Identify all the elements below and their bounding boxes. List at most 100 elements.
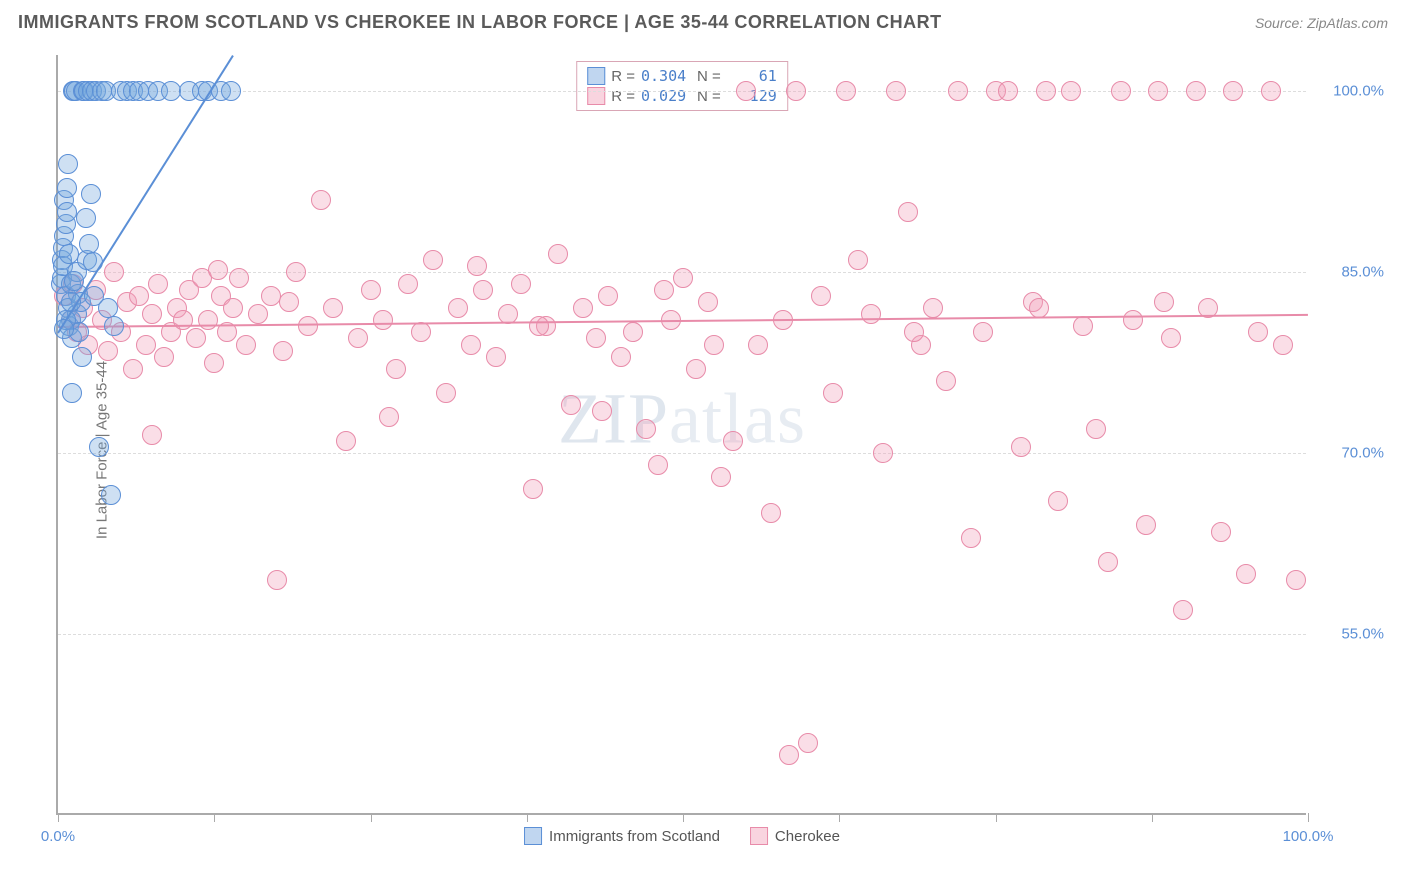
scatter-point	[623, 322, 643, 342]
r-label: R =	[611, 88, 635, 105]
scatter-point	[76, 208, 96, 228]
scatter-point	[89, 437, 109, 457]
scatter-point	[1248, 322, 1268, 342]
scatter-point	[223, 298, 243, 318]
scatter-point	[81, 184, 101, 204]
scatter-point	[348, 328, 368, 348]
scatter-point	[373, 310, 393, 330]
scatter-point	[836, 81, 856, 101]
scatter-point	[423, 250, 443, 270]
scatter-point	[221, 81, 241, 101]
scatter-point	[779, 745, 799, 765]
scatter-point	[1086, 419, 1106, 439]
scatter-point	[711, 467, 731, 487]
scatter-point	[1154, 292, 1174, 312]
scatter-point	[1029, 298, 1049, 318]
scatter-point	[686, 359, 706, 379]
scatter-point	[861, 304, 881, 324]
scatter-point	[104, 262, 124, 282]
x-tick	[1308, 813, 1309, 822]
scatter-point	[948, 81, 968, 101]
plot-area: ZIPatlas R = 0.304 N = 61 R = 0.029 N = …	[56, 55, 1306, 815]
scatter-point	[673, 268, 693, 288]
scatter-point	[148, 274, 168, 294]
gridline	[58, 453, 1306, 454]
scatter-point	[436, 383, 456, 403]
scatter-point	[248, 304, 268, 324]
scatter-point	[961, 528, 981, 548]
scatter-point	[173, 310, 193, 330]
scatter-point	[98, 341, 118, 361]
scatter-point	[473, 280, 493, 300]
scatter-point	[461, 335, 481, 355]
x-tick	[371, 813, 372, 822]
y-tick-label: 100.0%	[1314, 83, 1384, 100]
scatter-point	[208, 260, 228, 280]
scatter-point	[64, 271, 84, 291]
scatter-point	[57, 202, 77, 222]
scatter-point	[204, 353, 224, 373]
scatter-point	[286, 262, 306, 282]
scatter-point	[98, 298, 118, 318]
scatter-point	[898, 202, 918, 222]
scatter-point	[486, 347, 506, 367]
scatter-point	[1286, 570, 1306, 590]
scatter-point	[1048, 491, 1068, 511]
scatter-point	[273, 341, 293, 361]
x-tick	[839, 813, 840, 822]
legend-item-scotland: Immigrants from Scotland	[524, 827, 720, 845]
scatter-point	[886, 81, 906, 101]
y-tick-label: 70.0%	[1314, 445, 1384, 462]
scatter-point	[323, 298, 343, 318]
scatter-point	[361, 280, 381, 300]
legend-label-scotland: Immigrants from Scotland	[549, 828, 720, 845]
scatter-point	[298, 316, 318, 336]
x-tick-label: 100.0%	[1283, 828, 1334, 845]
scatter-point	[386, 359, 406, 379]
x-tick	[527, 813, 528, 822]
scatter-point	[823, 383, 843, 403]
scatter-point	[636, 419, 656, 439]
scatter-point	[411, 322, 431, 342]
scatter-point	[279, 292, 299, 312]
scatter-point	[936, 371, 956, 391]
n-value-scotland: 61	[727, 67, 777, 85]
scatter-point	[261, 286, 281, 306]
scatter-point	[1061, 81, 1081, 101]
legend-label-cherokee: Cherokee	[775, 828, 840, 845]
scatter-point	[798, 733, 818, 753]
scatter-point	[58, 154, 78, 174]
scatter-point	[654, 280, 674, 300]
scatter-point	[448, 298, 468, 318]
scatter-point	[379, 407, 399, 427]
scatter-point	[123, 359, 143, 379]
scatter-point	[198, 310, 218, 330]
scatter-point	[101, 485, 121, 505]
chart-title: IMMIGRANTS FROM SCOTLAND VS CHEROKEE IN …	[18, 12, 942, 33]
scatter-point	[704, 335, 724, 355]
r-label: R =	[611, 68, 635, 85]
swatch-blue-icon	[587, 67, 605, 85]
gridline	[58, 634, 1306, 635]
scatter-point	[311, 190, 331, 210]
scatter-point	[267, 570, 287, 590]
scatter-point	[611, 347, 631, 367]
legend-series: Immigrants from Scotland Cherokee	[524, 827, 840, 845]
scatter-point	[229, 268, 249, 288]
scatter-point	[973, 322, 993, 342]
scatter-point	[1223, 81, 1243, 101]
scatter-point	[161, 81, 181, 101]
trend-line	[58, 314, 1308, 328]
scatter-point	[1261, 81, 1281, 101]
scatter-point	[1236, 564, 1256, 584]
scatter-point	[748, 335, 768, 355]
r-value-scotland: 0.304	[641, 67, 691, 85]
scatter-point	[548, 244, 568, 264]
scatter-point	[736, 81, 756, 101]
swatch-blue-icon	[524, 827, 542, 845]
scatter-point	[573, 298, 593, 318]
scatter-point	[1273, 335, 1293, 355]
x-tick	[214, 813, 215, 822]
scatter-point	[57, 178, 77, 198]
y-tick-label: 55.0%	[1314, 626, 1384, 643]
